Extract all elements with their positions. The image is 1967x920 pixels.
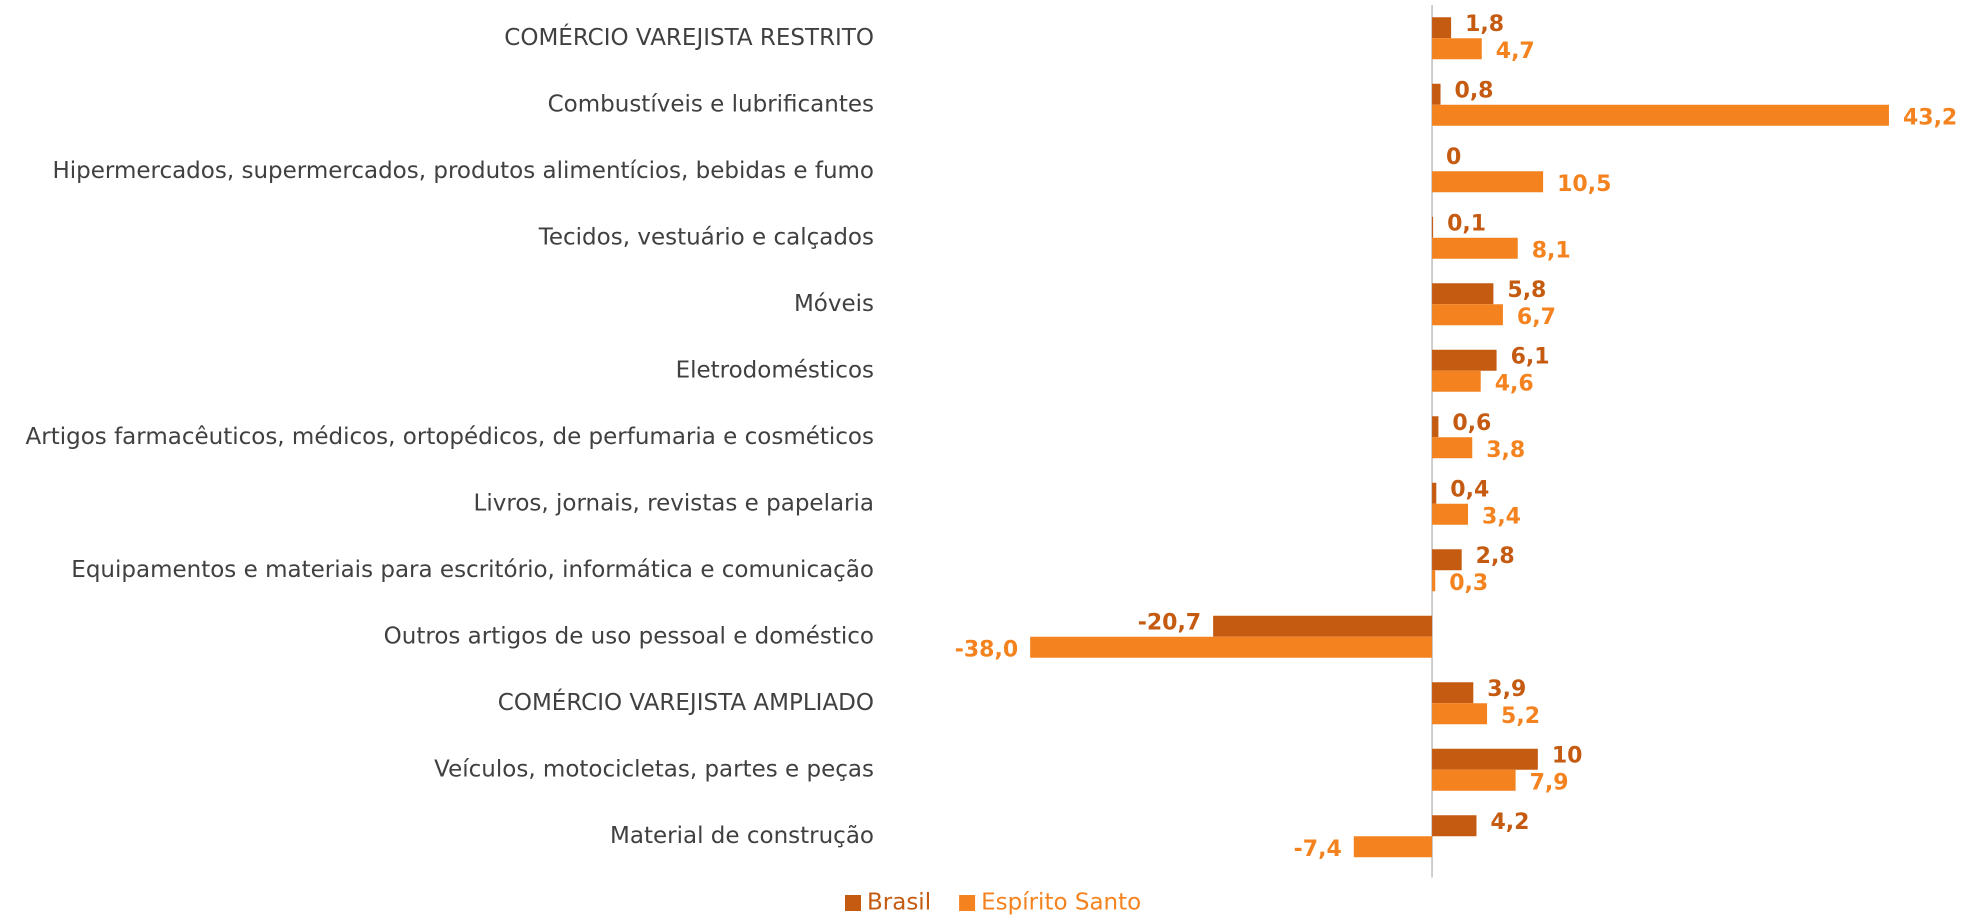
bar [1432, 304, 1503, 326]
value-label: 0,8 [1455, 78, 1494, 103]
bar [1432, 83, 1441, 105]
bar [1353, 836, 1433, 858]
bar [1432, 349, 1497, 371]
bar [1432, 503, 1469, 525]
bar [1432, 703, 1488, 725]
category-label: Material de construção [610, 823, 874, 849]
category-label: Combustíveis e lubrificantes [548, 91, 874, 117]
category-label: Livros, jornais, revistas e papelaria [474, 490, 874, 516]
value-label: 0,1 [1447, 211, 1486, 236]
value-label: 0,4 [1450, 477, 1489, 502]
bar [1432, 216, 1434, 238]
value-label: 10 [1552, 743, 1583, 768]
value-label: 6,7 [1517, 305, 1556, 330]
value-label: 3,4 [1482, 504, 1521, 529]
value-label: 4,6 [1495, 371, 1534, 396]
category-label: Hipermercados, supermercados, produtos a… [52, 158, 874, 184]
value-label: 5,8 [1507, 278, 1546, 303]
value-label: -7,4 [1294, 837, 1342, 862]
category-label: Veículos, motocicletas, partes e peças [434, 756, 874, 782]
value-label: -20,7 [1138, 610, 1201, 635]
bar [1432, 682, 1474, 704]
value-label: 0,3 [1449, 571, 1488, 596]
value-label: 8,1 [1532, 238, 1571, 263]
bar [1432, 283, 1494, 305]
bar [1432, 815, 1477, 837]
category-label: Artigos farmacêuticos, médicos, ortopédi… [26, 424, 874, 450]
value-label: 43,2 [1903, 105, 1957, 130]
value-label: -38,0 [955, 637, 1018, 662]
value-label: 3,9 [1487, 677, 1526, 702]
value-label: 2,8 [1476, 544, 1515, 569]
value-label: 1,8 [1465, 12, 1504, 37]
legend-label: Brasil [867, 890, 931, 916]
value-label: 10,5 [1557, 172, 1611, 197]
bar [1432, 748, 1538, 770]
bar [1432, 570, 1436, 592]
value-label: 5,2 [1501, 704, 1540, 729]
bar [1432, 549, 1462, 571]
value-label: 0 [1446, 145, 1461, 170]
bar [1432, 237, 1518, 259]
bar [1213, 615, 1433, 637]
legend-label: Espírito Santo [981, 890, 1141, 916]
category-label: COMÉRCIO VAREJISTA AMPLIADO [498, 688, 874, 716]
bar [1432, 104, 1889, 126]
value-label: 6,1 [1511, 344, 1550, 369]
bar [1432, 482, 1437, 504]
value-label: 4,2 [1490, 810, 1529, 835]
bar [1432, 769, 1516, 791]
bar [1432, 416, 1439, 438]
category-label: Tecidos, vestuário e calçados [538, 224, 874, 250]
value-label: 4,7 [1496, 39, 1535, 64]
bar [1432, 370, 1481, 392]
category-label: COMÉRCIO VAREJISTA RESTRITO [504, 23, 874, 51]
category-label: Eletrodomésticos [676, 357, 874, 383]
legend-swatch [845, 895, 861, 911]
bar [1432, 38, 1482, 60]
value-label: 7,9 [1530, 770, 1569, 795]
category-label: Equipamentos e materiais para escritório… [71, 557, 874, 583]
category-label: Móveis [794, 291, 874, 317]
legend-swatch [959, 895, 976, 911]
bar [1432, 17, 1452, 39]
category-label: Outros artigos de uso pessoal e doméstic… [384, 623, 874, 649]
value-label: 3,8 [1486, 438, 1525, 463]
bar [1432, 437, 1473, 459]
bar [1432, 171, 1544, 193]
bar [1030, 636, 1433, 658]
value-label: 0,6 [1452, 411, 1491, 436]
